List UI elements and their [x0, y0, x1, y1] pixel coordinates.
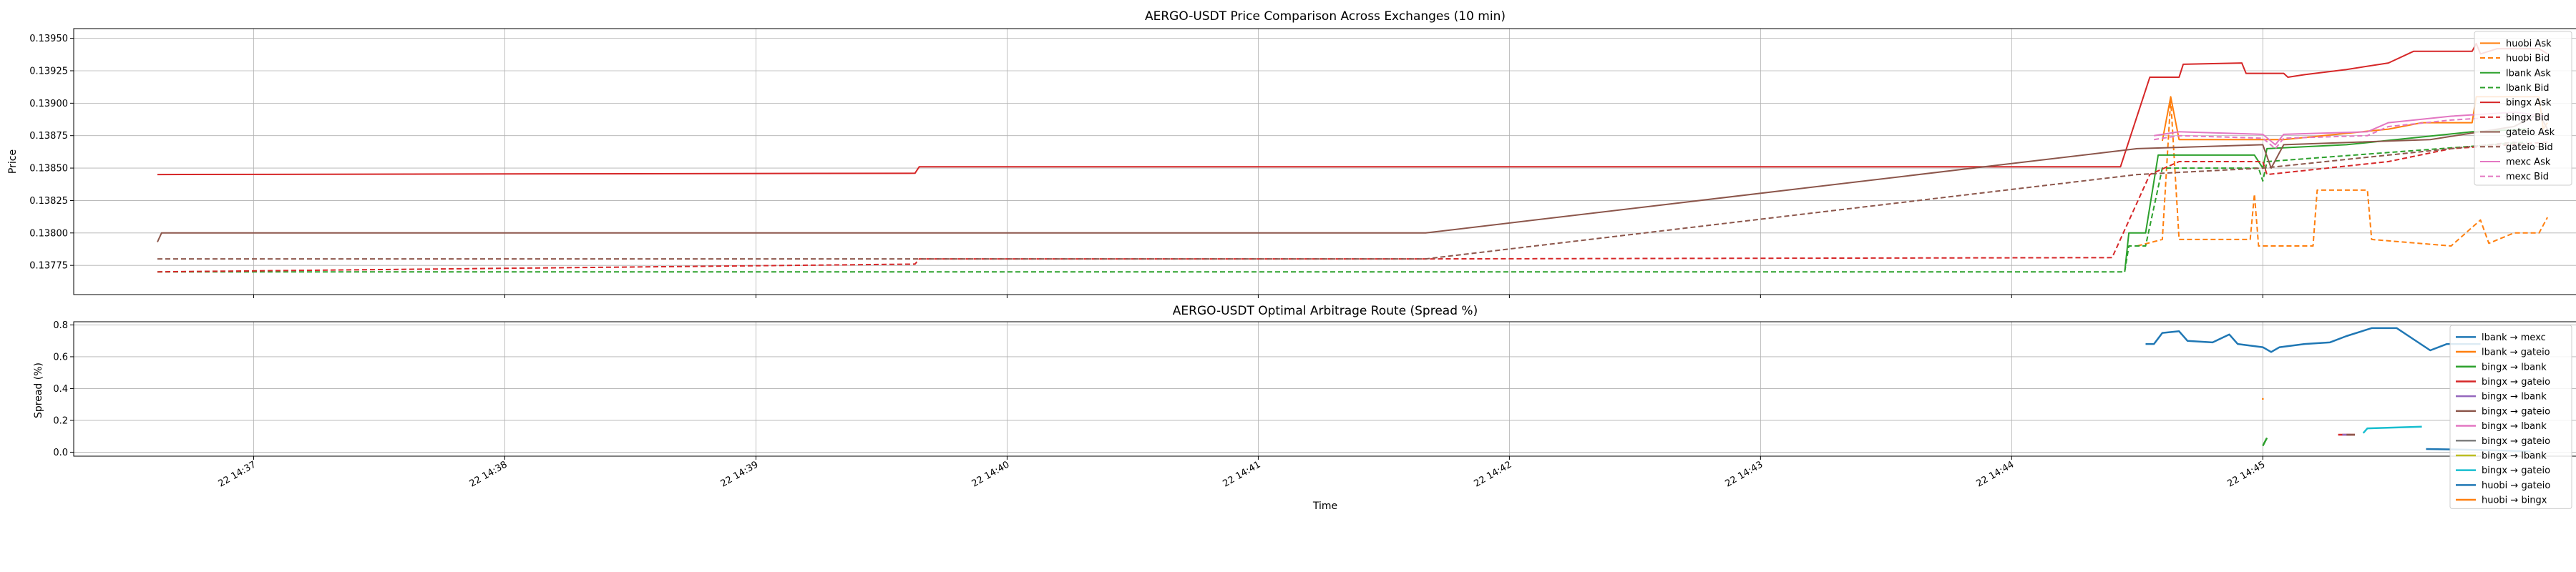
legend-label: lbank Bid — [2506, 83, 2550, 94]
price-chart: AERGO-USDT Price Comparison Across Excha… — [7, 9, 2576, 298]
y-tick-label: 0.13875 — [29, 131, 68, 142]
legend-label: bingx → lbank — [2482, 362, 2547, 373]
price-chart-x-ticks — [253, 295, 2263, 298]
spread-chart-legend: lbank → mexc lbank → gateio bingx → lbank b… — [2449, 325, 2572, 509]
spread-chart-frame — [73, 321, 2576, 457]
legend-label: bingx → lbank — [2482, 450, 2547, 461]
spread-chart: AERGO-USDT Optimal Arbitrage Route (Spre… — [33, 304, 2576, 512]
series-line-huobi-bid — [2137, 98, 2548, 247]
legend-label: gateio Ask — [2506, 127, 2555, 138]
legend-label: mexc Ask — [2506, 157, 2551, 167]
spread-chart-x-label: Time — [1312, 500, 1337, 512]
x-tick-label: 22 14:43 — [1723, 459, 1765, 489]
series-line-gateio-ask — [157, 112, 2548, 242]
x-tick-label: 22 14:40 — [970, 459, 1012, 489]
spread-chart-x-ticks: 22 14:37 22 14:38 22 14:39 22 14:40 22 14:41… — [217, 456, 2267, 490]
series-line-lbank-to-mexc — [2145, 327, 2481, 353]
series-line-bingx-to-lbank — [2262, 437, 2268, 447]
price-chart-frame — [73, 28, 2576, 295]
x-tick-label: 22 14:37 — [217, 459, 258, 489]
price-chart-title: AERGO-USDT Price Comparison Across Excha… — [1145, 9, 1506, 24]
legend-label: bingx → lbank — [2482, 421, 2547, 432]
spread-chart-y-label: Spread (%) — [33, 363, 44, 418]
legend-label: lbank → mexc — [2482, 332, 2546, 343]
y-tick-label: 0.13825 — [29, 196, 68, 207]
y-tick-label: 0.13850 — [29, 164, 68, 174]
legend-label: huobi → bingx — [2482, 495, 2547, 506]
legend-label: mexc Bid — [2506, 172, 2549, 182]
y-tick-label: 0.2 — [53, 415, 68, 426]
series-line-bingx-bid — [157, 141, 2548, 273]
legend-box — [2449, 325, 2572, 509]
legend-label: lbank → gateio — [2482, 347, 2550, 358]
x-tick-label: 22 14:39 — [719, 459, 761, 489]
x-tick-label: 22 14:42 — [1473, 459, 1514, 489]
y-tick-label: 0.4 — [53, 384, 68, 395]
legend-label: bingx → gateio — [2482, 406, 2550, 417]
price-chart-y-ticks: 0.13775 0.13800 0.13825 0.13850 0.13875 0.139… — [29, 34, 74, 272]
legend-label: huobi → gateio — [2482, 480, 2550, 491]
x-tick-label: 22 14:38 — [468, 459, 509, 489]
price-chart-y-label: Price — [7, 149, 19, 174]
legend-label: bingx → gateio — [2482, 436, 2550, 447]
legend-label: bingx → gateio — [2482, 377, 2550, 388]
legend-label: huobi Ask — [2506, 39, 2552, 49]
y-tick-label: 0.6 — [53, 352, 68, 363]
series-line-lbank-bid — [157, 141, 2527, 273]
legend-label: bingx Bid — [2506, 112, 2550, 123]
legend-label: gateio Bid — [2506, 142, 2553, 153]
spread-chart-y-ticks: 0.0 0.2 0.4 0.6 0.8 — [53, 320, 74, 458]
spread-chart-gridlines — [74, 322, 2576, 456]
series-line-bingx-to-gateio — [2362, 425, 2422, 434]
y-tick-label: 0.13900 — [29, 99, 68, 109]
y-tick-label: 0.8 — [53, 320, 68, 331]
legend-label: bingx → lbank — [2482, 392, 2547, 403]
y-tick-label: 0.13775 — [29, 261, 68, 272]
price-chart-legend: huobi Ask huobi Bid lbank Ask lbank Bid bing… — [2474, 31, 2572, 186]
spread-chart-title: AERGO-USDT Optimal Arbitrage Route (Spre… — [1173, 304, 1478, 318]
x-tick-label: 22 14:44 — [1974, 459, 2016, 489]
legend-label: huobi Bid — [2506, 54, 2550, 64]
price-chart-series — [157, 42, 2548, 273]
y-tick-label: 0.13950 — [29, 34, 68, 44]
legend-label: bingx → gateio — [2482, 465, 2550, 476]
x-tick-label: 22 14:41 — [1221, 459, 1263, 489]
y-tick-label: 0.13925 — [29, 66, 68, 77]
legend-label: bingx Ask — [2506, 98, 2552, 109]
y-tick-label: 0.13800 — [29, 228, 68, 239]
legend-label: lbank Ask — [2506, 68, 2551, 79]
x-tick-label: 22 14:45 — [2225, 459, 2267, 489]
y-tick-label: 0.0 — [53, 448, 68, 458]
